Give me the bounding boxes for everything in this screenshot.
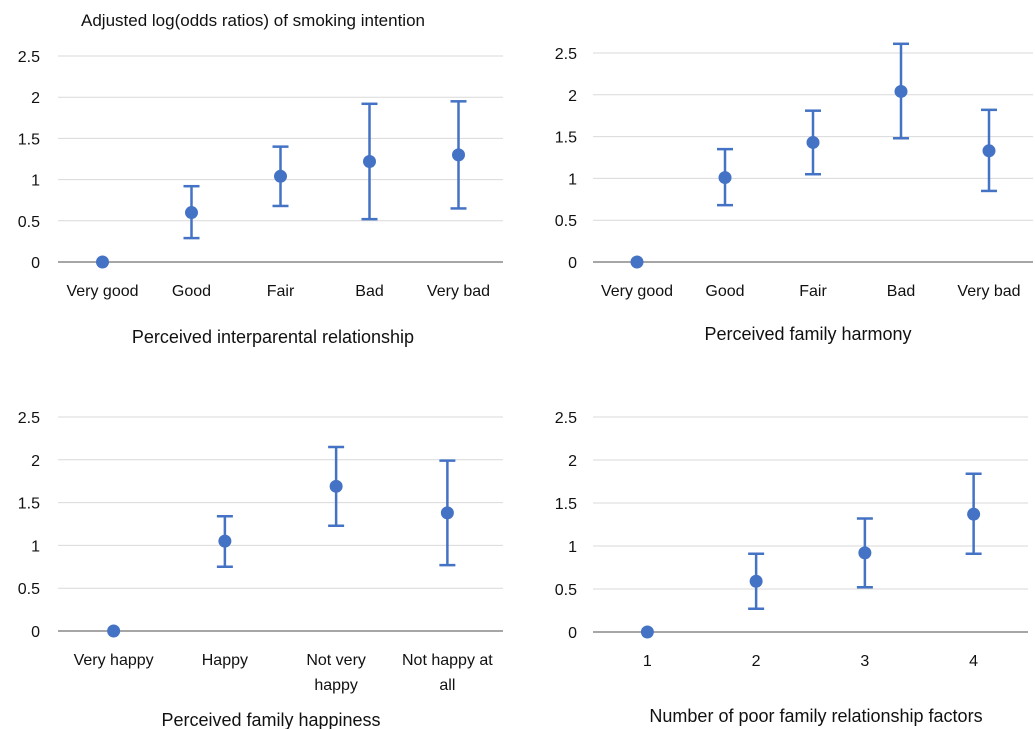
y-tick-label: 1.5 (18, 131, 40, 148)
y-tick-label: 0.5 (555, 213, 577, 230)
y-tick-label: 2.5 (18, 410, 40, 427)
y-tick-label: 0.5 (18, 581, 40, 598)
y-tick-label: 0 (31, 255, 40, 272)
data-point (185, 206, 198, 220)
data-point (96, 255, 109, 269)
panel-interparental-relationship: 0 0.5 1 1.5 2 2.5 Very good Good Fair Bad Very bad… (18, 49, 503, 347)
x-tick-label: Very good (601, 283, 673, 300)
y-tick-label: 2 (568, 88, 577, 105)
x-axis-label: Perceived family happiness (161, 710, 380, 729)
x-tick-label: Bad (887, 283, 915, 300)
y-tick-label: 2.5 (18, 49, 40, 66)
y-tick-label: 2 (568, 453, 577, 470)
x-tick-label: Not very (306, 652, 366, 669)
y-tick-label: 1 (568, 539, 577, 556)
x-tick-label: 4 (969, 653, 978, 670)
data-point (718, 171, 732, 185)
y-tick-label: 1.5 (18, 496, 40, 513)
y-tick-label: 1 (31, 538, 40, 555)
data-point (218, 534, 232, 548)
x-axis-label: Number of poor family relationship facto… (649, 706, 982, 726)
x-tick-label: Bad (355, 283, 383, 300)
x-tick-label: Very good (66, 283, 138, 300)
y-tick-label: 1.5 (555, 130, 577, 147)
y-tick-label: 0 (568, 625, 577, 642)
x-axis-label: Perceived interparental relationship (132, 327, 414, 347)
y-tick-label: 1 (568, 171, 577, 188)
y-tick-label: 2 (31, 453, 40, 470)
y-tick-label: 1 (31, 173, 40, 190)
data-point (107, 624, 121, 638)
x-tick-label: happy (314, 677, 358, 694)
data-point (630, 255, 644, 269)
x-tick-label: Not happy at (402, 652, 493, 669)
x-tick-label: Very bad (957, 283, 1020, 300)
data-point (452, 148, 465, 162)
x-tick-label: Good (172, 283, 211, 300)
data-point (640, 625, 654, 639)
x-tick-label: all (439, 677, 455, 694)
y-tick-label: 0.5 (18, 214, 40, 231)
x-axis-label: Perceived family harmony (704, 324, 911, 344)
y-tick-label: 2.5 (555, 410, 577, 427)
x-tick-label: Happy (202, 652, 248, 669)
figure-title: Adjusted log(odds ratios) of smoking int… (81, 11, 425, 30)
panel-poor-relationship-factors: 0 0.5 1 1.5 2 2.5 1 2 3 4 Number of poor family re… (555, 410, 1028, 726)
data-point (806, 135, 820, 149)
x-tick-label: 1 (643, 653, 652, 670)
y-tick-label: 0 (568, 255, 577, 272)
x-tick-label: Very happy (74, 652, 154, 669)
data-point (329, 479, 343, 493)
y-tick-label: 0.5 (555, 582, 577, 599)
data-point (440, 506, 454, 520)
data-point (363, 154, 376, 168)
x-tick-label: 2 (752, 653, 761, 670)
data-point (982, 144, 996, 158)
panel-family-harmony: 0 0.5 1 1.5 2 2.5 Very good Good Fair Bad Very bad… (555, 42, 1033, 344)
x-tick-label: Fair (799, 283, 827, 300)
y-tick-label: 2.5 (555, 46, 577, 63)
x-tick-label: Fair (267, 283, 295, 300)
y-tick-label: 1.5 (555, 496, 577, 513)
data-point (749, 574, 763, 588)
data-point (894, 84, 908, 98)
data-point (274, 169, 287, 183)
x-tick-label: Good (705, 283, 744, 300)
data-point (858, 546, 872, 560)
x-tick-label: 3 (860, 653, 869, 670)
panel-family-happiness: 0 0.5 1 1.5 2 2.5 Very happy Happy Not very happy… (18, 410, 503, 729)
y-tick-label: 2 (31, 90, 40, 107)
y-tick-label: 0 (31, 624, 40, 641)
x-tick-label: Very bad (427, 283, 490, 300)
data-point (967, 507, 981, 521)
